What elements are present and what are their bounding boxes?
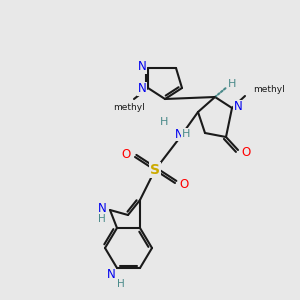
Text: N: N xyxy=(138,82,146,95)
Text: S: S xyxy=(150,163,160,177)
Text: O: O xyxy=(179,178,189,191)
Text: H: H xyxy=(160,117,168,127)
Text: H: H xyxy=(228,79,236,89)
Text: H: H xyxy=(98,214,106,224)
Text: methyl: methyl xyxy=(113,103,145,112)
Text: N: N xyxy=(234,100,242,113)
Text: methyl: methyl xyxy=(253,85,285,94)
Text: O: O xyxy=(242,146,250,158)
Text: N: N xyxy=(98,202,106,214)
Text: N: N xyxy=(175,128,183,140)
Text: O: O xyxy=(122,148,130,161)
Text: N: N xyxy=(106,268,116,281)
Text: H: H xyxy=(182,129,190,139)
Text: H: H xyxy=(117,279,125,289)
Text: N: N xyxy=(138,61,146,74)
